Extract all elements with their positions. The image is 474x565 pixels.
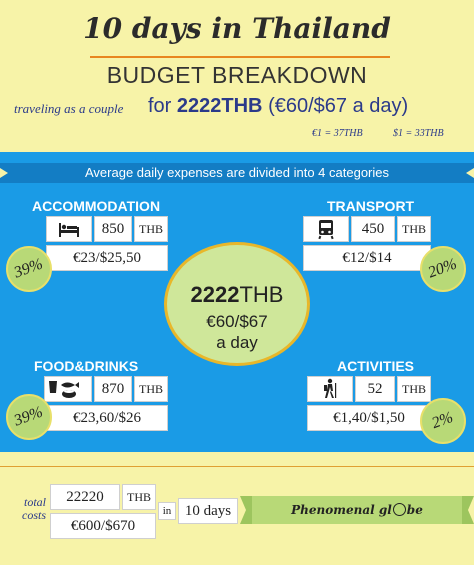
accommodation-percent-text: 39% — [12, 255, 46, 282]
accommodation-unit: THB — [134, 216, 168, 242]
brand-logo: Phenomenal gl be — [252, 496, 462, 524]
food-drinks-unit: THB — [134, 376, 168, 402]
brand-text-end: be — [406, 503, 423, 517]
accommodation-amount: 850 — [94, 216, 132, 242]
brand-text-start: Phenomenal gl — [291, 503, 392, 517]
daily-total-converted: €60/$67 — [206, 312, 268, 331]
headline-prefix: for — [148, 95, 177, 117]
transport-converted: €12/$14 — [303, 245, 431, 271]
globe-icon — [392, 503, 406, 516]
total-costs-label: total costs — [14, 496, 46, 522]
headline-suffix: (€60/$67 a day) — [262, 95, 409, 117]
transport-percent-text: 20% — [426, 255, 460, 282]
accommodation-percent: 39% — [6, 246, 52, 292]
food-icon — [49, 381, 79, 398]
activities-percent: 2% — [420, 398, 466, 444]
transport-label: TRANSPORT — [327, 198, 415, 214]
food-drinks-icon-box — [44, 376, 92, 402]
daily-total-circle — [164, 242, 310, 366]
rate-eur: €1 = 37THB — [312, 128, 363, 139]
rate-usd: $1 = 33THB — [393, 128, 444, 139]
headline-amount: 2222THB — [176, 95, 263, 117]
activities-amount: 52 — [355, 376, 395, 402]
food-drinks-percent: 39% — [6, 394, 52, 440]
page-subtitle: BUDGET BREAKDOWN — [106, 62, 368, 88]
headline: for 2222THB (€60/$67 a day) — [148, 95, 408, 118]
category-banner — [0, 163, 474, 183]
banner-arrow-left — [0, 168, 8, 178]
activities-icon-box — [307, 376, 353, 402]
activities-unit: THB — [397, 376, 431, 402]
banner-arrow-right — [466, 168, 474, 178]
activities-label: ACTIVITIES — [337, 358, 415, 374]
total-label-line2: costs — [22, 508, 46, 522]
category-banner-text: Average daily expenses are divided into … — [84, 165, 389, 180]
activities-percent-text: 2% — [429, 408, 456, 433]
total-label-line1: total — [23, 495, 46, 509]
food-drinks-label: FOOD&DRINKS — [34, 358, 139, 374]
transport-percent: 20% — [420, 246, 466, 292]
brand-ribbon-ends — [240, 496, 474, 524]
accommodation-label: ACCOMMODATION — [32, 198, 161, 214]
total-in-label: in — [158, 502, 176, 520]
page-title: 10 days in Thailand — [83, 12, 391, 45]
hiker-icon — [324, 378, 337, 398]
daily-total-per: a day — [216, 333, 258, 352]
daily-total-unit: THB — [239, 282, 284, 307]
tagline: traveling as a couple — [14, 101, 124, 116]
total-duration: 10 days — [178, 498, 238, 524]
title-underline — [90, 56, 390, 58]
bed-icon — [59, 223, 79, 237]
accommodation-icon-box — [46, 216, 92, 242]
food-drinks-amount: 870 — [94, 376, 132, 402]
transport-unit: THB — [397, 216, 431, 242]
total-unit: THB — [122, 484, 156, 510]
food-drinks-percent-text: 39% — [12, 403, 46, 430]
daily-total-amount: 2222THB — [164, 282, 310, 308]
food-drinks-converted: €23,60/$26 — [46, 405, 168, 431]
brand-ribbon — [252, 496, 462, 524]
transport-amount: 450 — [351, 216, 395, 242]
footer-divider — [0, 466, 474, 467]
accommodation-converted: €23/$25,50 — [46, 245, 168, 271]
daily-total-number: 2222 — [190, 282, 240, 307]
train-icon — [318, 220, 334, 240]
transport-icon-box — [303, 216, 349, 242]
activities-converted: €1,40/$1,50 — [307, 405, 431, 431]
total-converted: €600/$670 — [50, 513, 156, 539]
total-amount: 22220 — [50, 484, 120, 510]
